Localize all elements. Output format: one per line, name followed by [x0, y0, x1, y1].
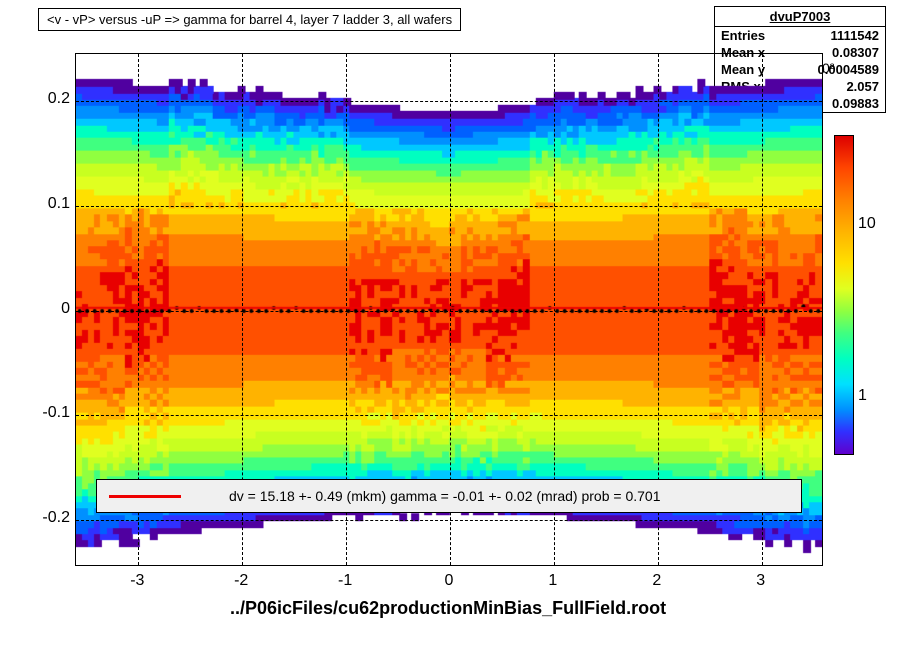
x-axis-label: ../P06icFiles/cu62productionMinBias_Full… [230, 598, 666, 619]
colorbar-tick: 1 [858, 387, 867, 405]
plot-title: <v - vP> versus -uP => gamma for barrel … [38, 8, 461, 31]
y-tick-label: 0 [28, 300, 70, 318]
x-tick-label: 0 [445, 572, 454, 590]
color-scale [834, 135, 854, 455]
y-tick-label: 0.2 [28, 90, 70, 108]
legend-line-sample [109, 495, 181, 498]
x-tick-label: 2 [652, 572, 661, 590]
y-tick-label: -0.1 [28, 404, 70, 422]
legend-text: dv = 15.18 +- 0.49 (mkm) gamma = -0.01 +… [229, 488, 661, 504]
x-tick-label: -1 [338, 572, 352, 590]
y-tick-label: 0.1 [28, 195, 70, 213]
x-tick-label: 3 [756, 572, 765, 590]
x-tick-label: 1 [548, 572, 557, 590]
axis-exponent: 0² [822, 60, 834, 76]
y-tick-label: -0.2 [28, 509, 70, 527]
fit-legend: dv = 15.18 +- 0.49 (mkm) gamma = -0.01 +… [96, 479, 802, 513]
x-tick-label: -3 [130, 572, 144, 590]
x-tick-label: -2 [234, 572, 248, 590]
stats-header: dvuP7003 [715, 7, 885, 27]
stats-entries: Entries1111542 [715, 27, 885, 44]
colorbar-tick: 10 [858, 215, 876, 233]
plot-area: dv = 15.18 +- 0.49 (mkm) gamma = -0.01 +… [75, 53, 823, 566]
